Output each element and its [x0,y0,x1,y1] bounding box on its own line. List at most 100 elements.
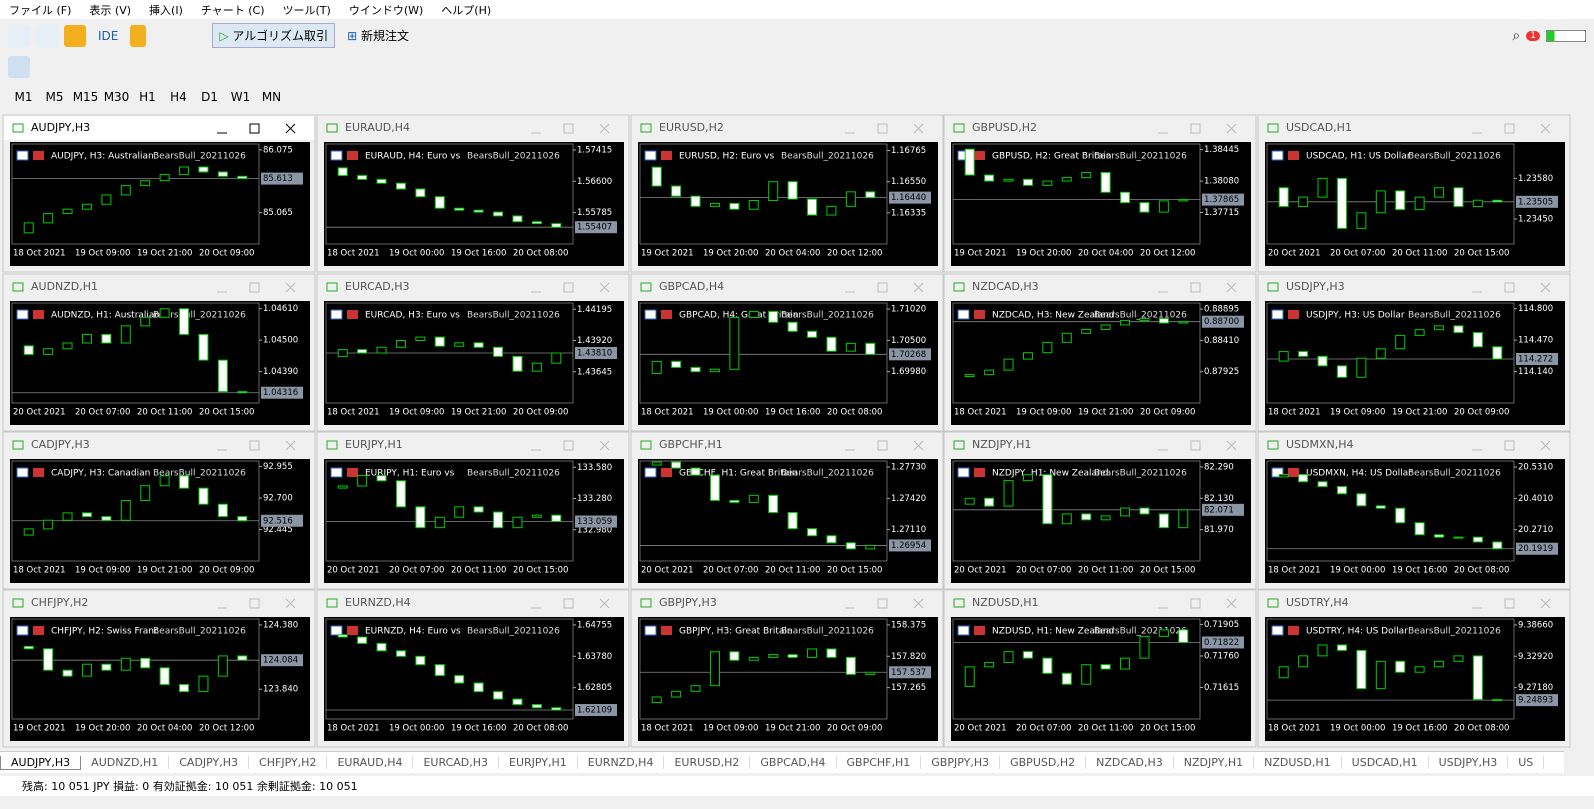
chart-tab[interactable]: EURNZD,H4 [578,756,665,769]
menu-item[interactable]: チャート (C) [200,3,265,17]
window-title: USDCAD,H1 [1286,121,1352,134]
ide-button[interactable]: IDE [98,28,119,43]
candle [1278,473,1289,478]
close-button[interactable] [599,282,610,293]
chart-tab[interactable]: USDCAD,H1 [1342,756,1429,769]
maximize-button[interactable] [563,440,574,451]
chart-tab[interactable]: NZDUSD,H1 [1254,756,1342,769]
x-tick-label: 18 Oct 2021 [1268,724,1321,734]
maximize-button[interactable] [1504,123,1515,134]
x-tick-label: 19 Oct 09:00 [1016,408,1071,418]
maximize-button[interactable] [1190,282,1201,293]
close-button[interactable] [1226,282,1237,293]
menu-item[interactable]: ヘルプ(H) [441,3,492,17]
close-button[interactable] [1540,440,1551,451]
chart-tab[interactable]: GBPCHF,H1 [837,756,922,769]
notification-badge[interactable]: 1 [1526,30,1540,41]
close-button[interactable] [599,440,610,451]
close-button[interactable] [1226,123,1237,134]
flag-icon [347,626,358,635]
timeframe-button[interactable]: MN [261,90,282,104]
chart-tab[interactable]: CADJPY,H3 [169,756,250,769]
candle [1492,699,1503,702]
timeframe-button[interactable]: M15 [72,90,99,104]
maximize-button[interactable] [1504,440,1515,451]
indicator-name: BearsBull_20211026 [1094,627,1187,637]
chart-tab[interactable]: CHFJPY,H2 [249,756,328,769]
menu-item[interactable]: ウインドウ(W) [348,3,424,17]
close-button[interactable] [913,282,924,293]
maximize-button[interactable] [877,123,888,134]
candle [140,485,151,502]
chart-tab[interactable]: GBPUSD,H2 [1000,756,1087,769]
close-button[interactable] [1540,598,1551,609]
maximize-button[interactable] [1190,440,1201,451]
chart-tab[interactable]: EURAUD,H4 [327,756,414,769]
menu-item[interactable]: 表示 (V) [89,3,132,17]
close-button[interactable] [1226,440,1237,451]
candle [964,497,975,505]
chart-tab[interactable]: GBPJPY,H3 [921,756,1001,769]
maximize-button[interactable] [1504,282,1515,293]
chart-tab[interactable]: EURCAD,H3 [413,756,500,769]
chart-tab[interactable]: EURUSD,H2 [664,756,751,769]
flag-icon [1271,625,1284,636]
timeframe-button[interactable]: M5 [45,90,64,104]
timeframe-button[interactable]: D1 [201,90,218,104]
search-icon[interactable]: ⌕ [1512,27,1521,44]
maximize-button[interactable] [1190,123,1201,134]
maximize-button[interactable] [563,598,574,609]
close-button[interactable] [913,123,924,134]
chart-tab[interactable]: AUDNZD,H1 [81,756,170,769]
close-button[interactable] [913,440,924,451]
maximize-button[interactable] [249,282,260,293]
maximize-button[interactable] [563,282,574,293]
cursor-tool[interactable] [8,55,30,78]
chart-tab[interactable]: AUDJPY,H3 [0,755,82,770]
menu-item[interactable]: ツール(T) [282,3,331,17]
candle [651,360,662,374]
timeframe-button[interactable]: M1 [14,90,33,104]
maximize-button[interactable] [249,598,260,609]
algo-trading-button[interactable]: ▷ アルゴリズム取引 [212,23,336,48]
close-button[interactable] [285,598,296,609]
lock-icon[interactable] [130,24,147,47]
close-button[interactable] [913,598,924,609]
chart-type-icon[interactable] [8,24,30,47]
timeframe-button[interactable]: H4 [170,90,187,104]
maximize-button[interactable] [877,440,888,451]
maximize-button[interactable] [1504,598,1515,609]
flag-icon [974,151,985,160]
close-button[interactable] [285,440,296,451]
close-button[interactable] [1540,282,1551,293]
maximize-button[interactable] [877,598,888,609]
chart-tab[interactable]: NZDJPY,H1 [1174,756,1255,769]
market-icon[interactable] [64,24,86,47]
maximize-button[interactable] [249,440,260,451]
maximize-button[interactable] [563,123,574,134]
timeframe-button[interactable]: M30 [103,90,130,104]
maximize-button[interactable] [877,282,888,293]
template-icon[interactable] [36,24,58,47]
menu-item[interactable]: 挿入(I) [149,3,183,17]
chart-tab[interactable]: NZDCAD,H3 [1086,756,1174,769]
timeframe-button[interactable]: H1 [139,90,156,104]
close-button[interactable] [285,123,296,134]
close-button[interactable] [1540,123,1551,134]
chart-tab[interactable]: EURJPY,H1 [499,756,578,769]
candle [434,516,445,529]
maximize-button[interactable] [1190,598,1201,609]
close-button[interactable] [599,598,610,609]
close-button[interactable] [599,123,610,134]
chart-tab[interactable]: US [1508,756,1545,769]
chart-tab[interactable]: USDJPY,H3 [1429,756,1509,769]
maximize-button[interactable] [249,123,260,134]
new-order-button[interactable]: ⊞ 新規注文 [347,29,409,43]
close-button[interactable] [1226,598,1237,609]
candle [1395,507,1406,524]
timeframe-button[interactable]: W1 [230,90,251,104]
close-button[interactable] [285,282,296,293]
menu-item[interactable]: ファイル (F) [9,3,72,17]
window-titlebar [318,591,628,615]
chart-tab[interactable]: GBPCAD,H4 [750,756,837,769]
